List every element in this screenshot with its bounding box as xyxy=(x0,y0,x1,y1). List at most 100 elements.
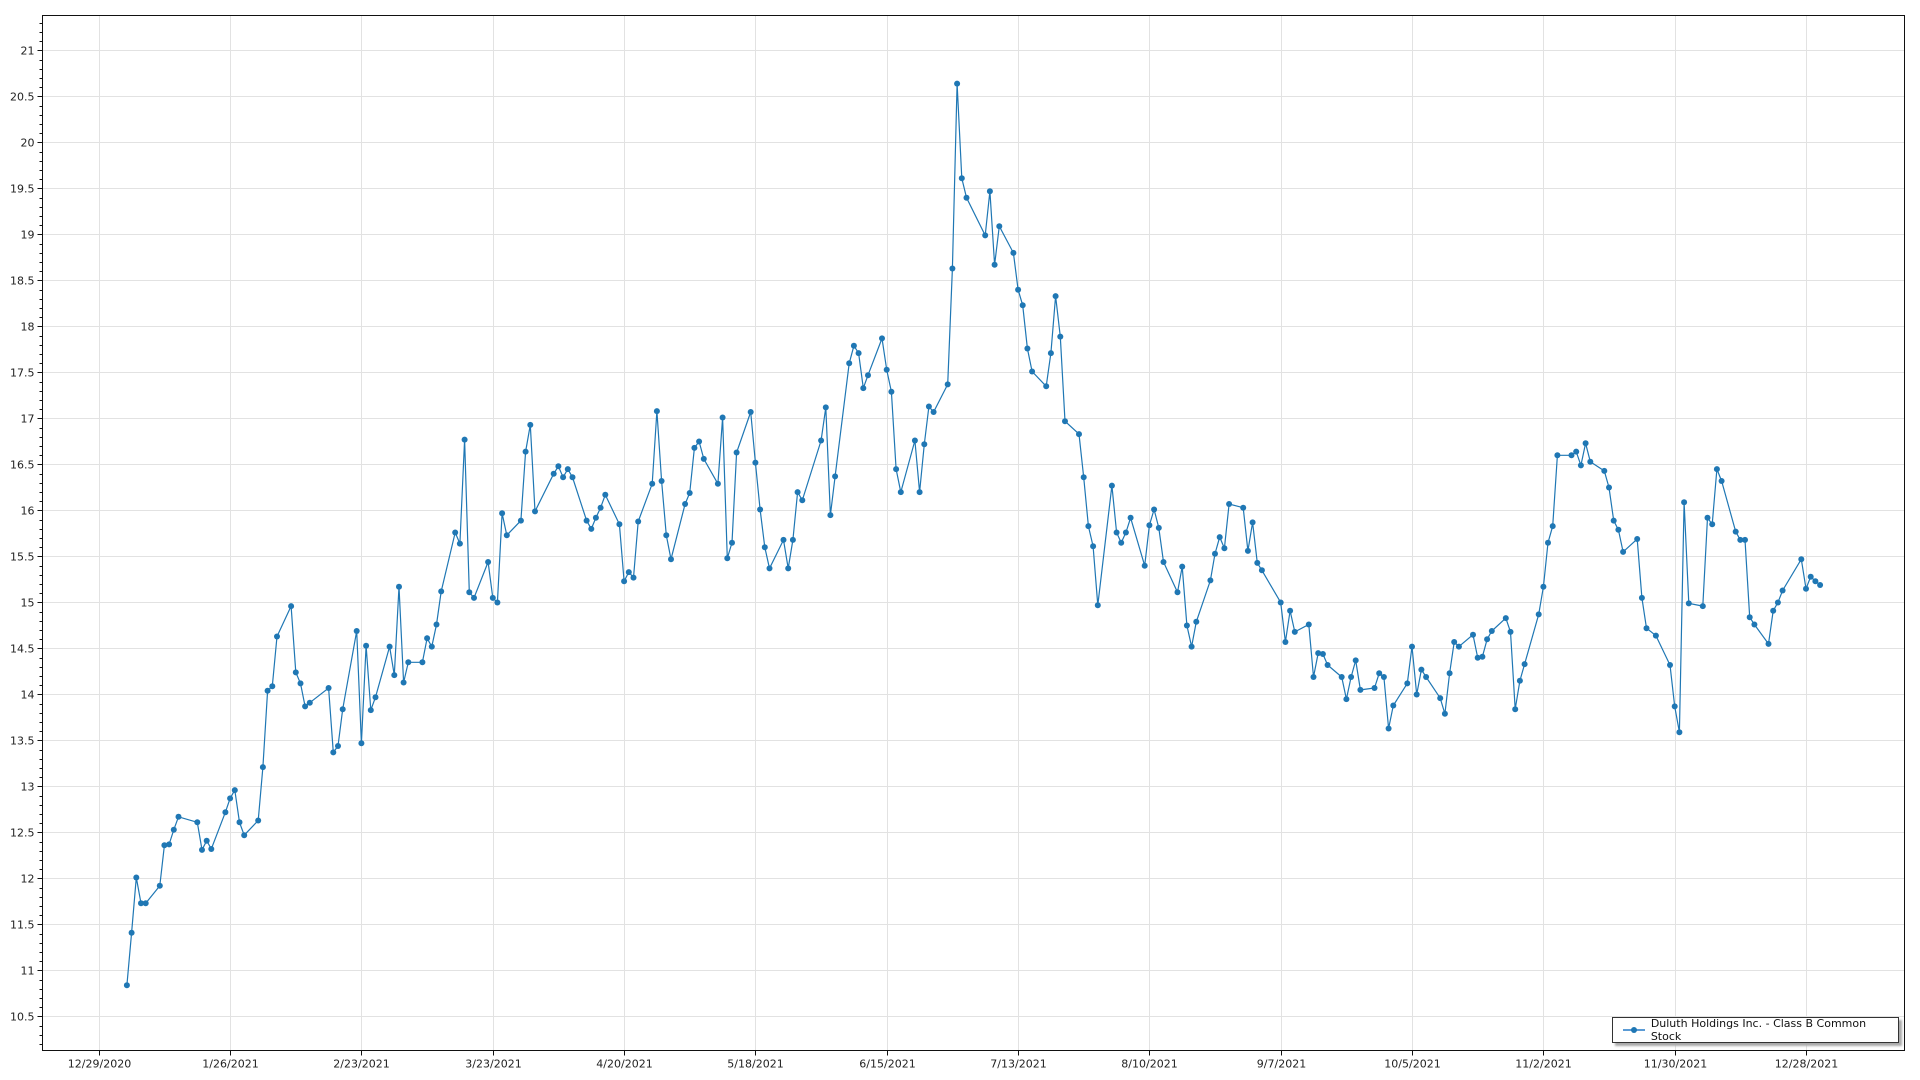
data-point xyxy=(1540,583,1547,590)
data-point xyxy=(194,819,201,826)
data-point xyxy=(700,455,707,462)
data-point xyxy=(879,335,885,342)
legend: Duluth Holdings Inc. - Class B Common St… xyxy=(1612,1017,1899,1043)
data-point xyxy=(1108,482,1115,489)
data-point xyxy=(555,463,562,470)
data-point xyxy=(1554,452,1561,459)
data-point xyxy=(522,448,529,455)
data-point xyxy=(1371,685,1378,691)
x-tick-label: 9/7/2021 xyxy=(1257,1058,1306,1071)
data-point xyxy=(719,414,726,421)
data-point xyxy=(1681,499,1688,506)
data-point xyxy=(592,514,599,521)
data-point xyxy=(583,517,590,524)
y-tick-label: 21 xyxy=(21,45,35,58)
y-tick-label: 11.5 xyxy=(10,919,35,932)
y-tick-label: 14.5 xyxy=(10,643,35,656)
y-tick-label: 16.5 xyxy=(10,459,35,472)
data-point xyxy=(621,578,628,585)
data-point xyxy=(1774,599,1781,606)
data-point xyxy=(1770,607,1777,614)
data-point xyxy=(1437,695,1444,702)
data-point xyxy=(724,555,731,562)
data-point xyxy=(668,556,674,563)
data-point xyxy=(306,699,313,706)
data-point xyxy=(452,529,459,536)
data-point xyxy=(1277,599,1284,606)
data-point xyxy=(170,826,177,833)
x-tick-label: 6/15/2021 xyxy=(859,1058,915,1071)
data-point xyxy=(175,813,182,820)
data-point xyxy=(1315,650,1322,657)
data-point xyxy=(1216,534,1223,541)
data-point xyxy=(1549,523,1556,530)
data-point xyxy=(569,474,576,481)
data-point xyxy=(1512,706,1519,713)
data-point xyxy=(133,874,140,881)
x-tick-label: 12/29/2020 xyxy=(68,1058,131,1071)
data-point xyxy=(1638,594,1645,601)
data-point xyxy=(963,194,970,201)
data-point xyxy=(461,436,468,443)
data-point xyxy=(1488,628,1495,634)
data-point xyxy=(883,366,890,373)
data-point xyxy=(503,532,510,539)
series-duluth-holdings xyxy=(123,80,1824,989)
data-point xyxy=(1704,514,1711,521)
data-point xyxy=(1779,587,1786,594)
x-tick-label: 10/5/2021 xyxy=(1384,1058,1440,1071)
y-tick-label: 11 xyxy=(21,965,35,978)
data-point xyxy=(747,409,754,415)
data-point xyxy=(1732,528,1739,535)
data-point xyxy=(297,680,304,687)
data-point xyxy=(832,473,839,480)
x-tick-label: 5/18/2021 xyxy=(727,1058,783,1071)
legend-marker-icon xyxy=(1623,1025,1645,1035)
data-point xyxy=(1240,504,1247,511)
data-point xyxy=(616,521,623,528)
y-tick-label: 15 xyxy=(21,597,35,610)
data-point xyxy=(1423,674,1430,680)
data-point xyxy=(1183,622,1190,629)
data-point xyxy=(424,635,431,642)
plot-border xyxy=(42,15,1905,1051)
data-point xyxy=(1338,674,1345,680)
x-tick-label: 12/28/2021 xyxy=(1775,1058,1838,1071)
data-point xyxy=(944,381,951,388)
data-point xyxy=(1535,611,1542,618)
data-point xyxy=(1413,691,1420,698)
data-point xyxy=(1685,600,1692,607)
data-point xyxy=(850,342,857,349)
data-point xyxy=(682,501,689,507)
data-point xyxy=(625,569,632,576)
data-point xyxy=(1085,523,1092,530)
data-point xyxy=(302,703,309,710)
data-point xyxy=(1667,662,1673,668)
data-point xyxy=(1573,448,1580,455)
data-point xyxy=(1310,674,1317,680)
data-point xyxy=(358,740,365,747)
data-point xyxy=(1244,547,1251,554)
data-point xyxy=(1052,293,1059,300)
data-point xyxy=(325,685,332,691)
data-point xyxy=(208,846,215,852)
data-point xyxy=(1751,621,1758,628)
data-point xyxy=(199,846,205,853)
y-tick-label: 13 xyxy=(21,781,35,794)
data-point xyxy=(949,265,956,272)
data-point xyxy=(128,929,135,936)
data-point xyxy=(925,403,932,410)
data-point xyxy=(1357,686,1364,693)
data-point xyxy=(893,466,900,473)
data-point xyxy=(1817,582,1824,588)
x-tick-label: 11/2/2021 xyxy=(1515,1058,1571,1071)
x-tick-label: 8/10/2021 xyxy=(1121,1058,1177,1071)
data-point xyxy=(780,536,787,543)
data-point xyxy=(1742,536,1748,543)
x-tick-label: 7/13/2021 xyxy=(990,1058,1046,1071)
data-point xyxy=(1587,458,1594,465)
data-point xyxy=(438,588,445,595)
data-point xyxy=(1507,628,1514,635)
data-point xyxy=(1113,529,1120,536)
data-point xyxy=(1446,670,1453,677)
